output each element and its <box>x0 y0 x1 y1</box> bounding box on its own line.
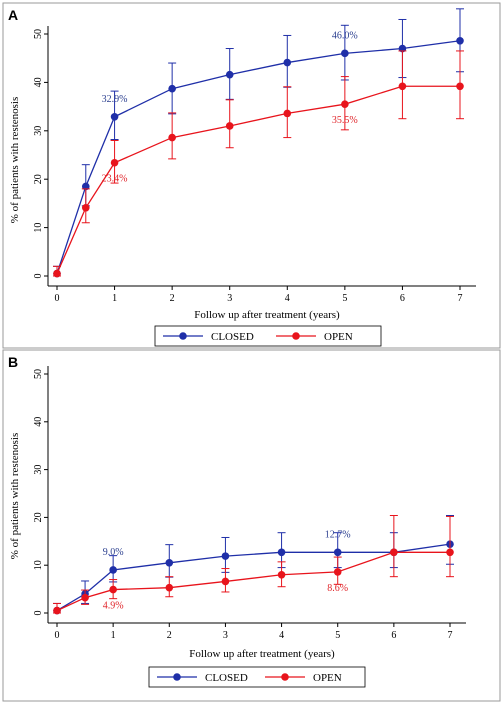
data-point <box>221 577 230 586</box>
data-point <box>333 548 342 557</box>
y-tick-label: 40 <box>33 417 44 427</box>
legend-swatch-marker <box>173 673 181 681</box>
panel-border <box>2 349 501 702</box>
y-tick-label: 20 <box>33 174 44 184</box>
y-axis-label: % of patients with restenosis <box>9 97 21 223</box>
y-tick-label: 10 <box>33 560 44 570</box>
data-point <box>53 269 61 278</box>
data-point <box>165 583 174 592</box>
legend: CLOSED OPEN <box>148 666 366 688</box>
data-point <box>277 570 286 579</box>
data-label: 8.6% <box>327 583 348 594</box>
x-tick-label: 2 <box>167 630 172 641</box>
panel-border <box>2 2 501 349</box>
x-tick-label: 4 <box>279 630 284 641</box>
panel-letter: B <box>8 354 18 370</box>
x-tick-label: 4 <box>285 293 290 304</box>
data-label: 32.9% <box>102 94 128 105</box>
data-label: 12.7% <box>325 529 351 540</box>
data-point <box>398 82 407 91</box>
legend-box <box>148 666 366 688</box>
data-point <box>341 49 349 58</box>
panel-a: A 0 10 20 30 40 50 0 1 2 3 4 5 6 7 % of patients with r… <box>2 2 501 349</box>
y-tick-label: 30 <box>33 126 44 136</box>
x-tick-label: 6 <box>400 293 405 304</box>
x-tick-label: 5 <box>342 293 347 304</box>
data-point <box>53 606 61 615</box>
legend-label: OPEN <box>313 672 342 684</box>
data-point <box>398 44 407 53</box>
data-point <box>456 36 464 45</box>
legend-label: CLOSED <box>211 331 254 343</box>
data-point <box>168 84 176 93</box>
data-point <box>109 585 117 594</box>
data-point <box>283 58 292 67</box>
panel-b: B 0 10 20 30 40 50 0 1 2 3 4 5 6 7 % of patients with r… <box>2 349 501 702</box>
y-tick-label: 40 <box>33 77 44 87</box>
data-point <box>81 182 90 191</box>
data-point <box>109 566 117 574</box>
y-tick-label: 50 <box>33 29 44 39</box>
data-point <box>165 559 174 567</box>
y-axis-label: % of patients with restenosis <box>9 433 21 559</box>
data-point <box>225 122 234 130</box>
y-tick-label: 30 <box>33 465 44 475</box>
series-open <box>53 514 454 615</box>
x-tick-label: 7 <box>448 630 453 641</box>
x-tick-label: 3 <box>227 293 232 304</box>
x-tick-label: 6 <box>391 630 396 641</box>
x-tick-label: 3 <box>223 630 228 641</box>
x-tick-label: 1 <box>111 630 116 641</box>
series-closed <box>53 8 464 278</box>
y-tick-label: 50 <box>33 369 44 379</box>
panel-letter: A <box>8 7 18 23</box>
y-tick-label: 0 <box>33 274 44 279</box>
data-label: 46.0% <box>332 30 358 41</box>
data-label: 4.9% <box>103 601 124 612</box>
series-line <box>56 40 461 274</box>
legend-swatch-marker <box>292 332 300 340</box>
x-tick-label: 0 <box>55 630 60 641</box>
x-tick-label: 5 <box>335 630 340 641</box>
data-point <box>110 112 119 121</box>
data-point <box>81 593 89 602</box>
data-label: 23.4% <box>102 174 128 185</box>
y-tick-label: 20 <box>33 512 44 522</box>
data-point <box>225 70 234 79</box>
data-point <box>333 568 342 576</box>
x-tick-label: 1 <box>112 293 117 304</box>
data-label: 9.0% <box>103 547 124 558</box>
y-tick-label: 10 <box>33 223 44 233</box>
data-point <box>390 548 398 557</box>
data-point <box>221 552 230 560</box>
data-point <box>456 82 464 91</box>
data-point <box>81 203 90 212</box>
x-tick-label: 2 <box>170 293 175 304</box>
legend-label: CLOSED <box>205 672 248 684</box>
legend: CLOSED OPEN <box>154 325 382 347</box>
data-point <box>110 158 119 167</box>
y-tick-label: 0 <box>33 611 44 616</box>
legend-label: OPEN <box>324 331 353 343</box>
data-point <box>168 133 176 142</box>
x-tick-label: 7 <box>458 293 463 304</box>
x-axis-label: Follow up after treatment (years) <box>194 309 340 321</box>
data-point <box>277 548 286 557</box>
legend-swatch-marker <box>179 332 187 340</box>
data-point <box>341 100 349 108</box>
series-open <box>53 50 464 278</box>
x-axis-label: Follow up after treatment (years) <box>189 648 335 660</box>
data-point <box>283 109 292 118</box>
legend-swatch-marker <box>281 673 289 681</box>
data-point <box>446 548 454 557</box>
x-tick-label: 0 <box>55 293 60 304</box>
data-label: 35.5% <box>332 115 358 126</box>
legend-box <box>154 325 382 347</box>
